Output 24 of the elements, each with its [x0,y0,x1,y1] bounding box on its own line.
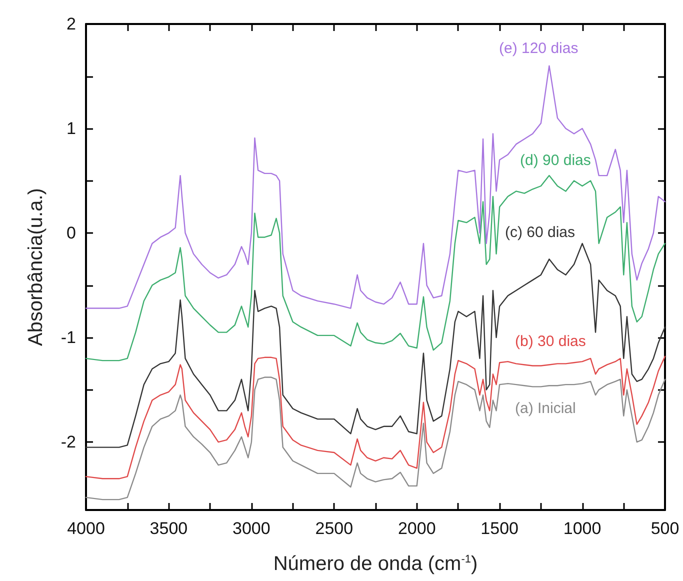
line-series [85,65,666,309]
line-series [85,174,666,362]
x-tick-label: 1500 [480,519,518,538]
series-label: (b) 30 dias [515,333,586,350]
x-tick-label: 3500 [150,519,188,538]
x-tick-label: 2000 [398,519,436,538]
y-tick-label: -1 [60,328,76,348]
line-series [85,376,666,500]
y-tick-label: 1 [66,119,76,138]
y-tick-label: 0 [66,224,76,243]
y-tick-label: 2 [66,14,76,34]
series-label: (a) Inicial [515,400,576,417]
series-label: (d) 90 dias [520,152,591,169]
x-tick-label: 4000 [67,519,105,538]
x-tick-label: 3000 [232,519,270,538]
y-tick-label: -2 [60,432,76,452]
line-series [85,356,666,480]
series-label: (e) 120 dias [499,40,578,57]
y-axis-title: Absorbância(u.a.) [25,188,47,346]
x-tick-label: 1000 [563,519,602,538]
series-label: (c) 60 dias [505,224,576,241]
line-series [85,242,666,448]
x-tick-label: 2500 [315,519,354,538]
x-tick-label: 500 [650,519,680,538]
